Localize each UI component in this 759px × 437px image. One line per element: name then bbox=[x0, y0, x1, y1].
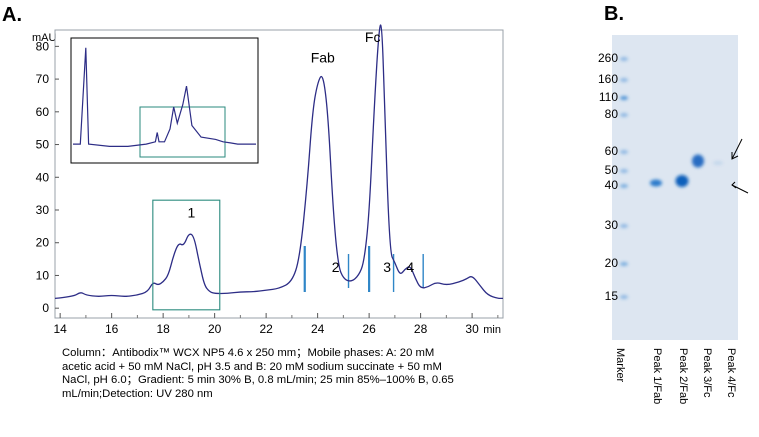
y-tick-label: 80 bbox=[36, 39, 50, 53]
y-tick-label: 30 bbox=[36, 203, 50, 217]
caption-line: acetic acid + 50 mM NaCl, pH 3.5 and B: … bbox=[62, 360, 442, 373]
marker-band-15 bbox=[620, 295, 628, 299]
x-tick-label: 28 bbox=[414, 322, 428, 336]
peak-label: 4 bbox=[406, 259, 414, 275]
peak-label: 2 bbox=[332, 259, 340, 275]
mw-marker-label: 40 bbox=[604, 178, 618, 192]
inset-trace bbox=[73, 47, 256, 147]
caption-line: Column：Antibodix™ WCX NP5 4.6 x 250 mm；M… bbox=[62, 347, 435, 359]
marker-band-80 bbox=[620, 113, 628, 117]
mw-marker-label: 60 bbox=[604, 144, 618, 158]
gel-image bbox=[612, 35, 738, 340]
peak-labels: Fab Fc 1 2 3 4 bbox=[188, 29, 415, 275]
y-axis-label: mAU bbox=[32, 32, 57, 44]
mw-marker-label: 15 bbox=[604, 289, 618, 303]
gel-background bbox=[612, 35, 738, 340]
mw-marker-label: 110 bbox=[598, 90, 618, 104]
peak-label: Fc bbox=[365, 29, 381, 45]
arrow-lower bbox=[731, 184, 749, 194]
lane-label: Peak 2/Fab bbox=[677, 348, 689, 405]
y-tick-label: 20 bbox=[36, 236, 50, 250]
x-tick-label: 20 bbox=[208, 322, 222, 336]
band-arrows bbox=[731, 138, 749, 194]
mw-marker-label: 260 bbox=[597, 51, 618, 65]
mw-marker-label: 20 bbox=[604, 256, 618, 270]
panel-b-label: B. bbox=[604, 3, 624, 25]
plot-area bbox=[54, 29, 504, 319]
peak1-fab-band bbox=[650, 179, 662, 187]
caption-line: NaCl, pH 6.0；Gradient: 5 min 30% B, 0.8 … bbox=[62, 374, 454, 387]
x-tick-label: 30 bbox=[465, 322, 479, 336]
marker-band-30 bbox=[620, 224, 628, 228]
peak-1-selection-box bbox=[152, 199, 221, 311]
lane-label: Peak 3/Fc bbox=[701, 348, 713, 398]
peak3-fc-band bbox=[692, 154, 704, 168]
x-tick-label: 16 bbox=[105, 322, 119, 336]
x-axis-label: min bbox=[483, 324, 501, 336]
y-tick-label: 0 bbox=[42, 301, 49, 315]
marker-band-160 bbox=[620, 78, 628, 82]
peak4-fc-band bbox=[713, 161, 723, 165]
arrow-upper bbox=[731, 138, 743, 160]
x-tick-label: 24 bbox=[311, 322, 325, 336]
y-tick-label: 60 bbox=[36, 105, 50, 119]
method-caption: Column：Antibodix™ WCX NP5 4.6 x 250 mm；M… bbox=[62, 347, 532, 401]
peak-label: 1 bbox=[188, 205, 196, 221]
marker-band-20 bbox=[620, 262, 628, 266]
lane-label: Peak 1/Fab bbox=[651, 348, 663, 405]
lane-label: Peak 4/Fc bbox=[725, 348, 737, 398]
x-tick-label: 18 bbox=[156, 322, 170, 336]
marker-band-60 bbox=[620, 150, 628, 154]
peak-label: Fab bbox=[311, 50, 335, 66]
mw-marker-label: 80 bbox=[604, 107, 618, 121]
mw-marker-label: 50 bbox=[604, 163, 618, 177]
x-tick-label: 26 bbox=[362, 322, 376, 336]
x-tick-label: 22 bbox=[259, 322, 273, 336]
y-axis-ticks: 0 10 20 30 40 50 60 70 80 bbox=[36, 39, 59, 315]
y-tick-label: 70 bbox=[36, 72, 50, 86]
caption-line: mL/min;Detection: UV 280 nm bbox=[62, 387, 213, 400]
marker-band-40 bbox=[620, 184, 628, 188]
marker-band-110 bbox=[620, 96, 628, 100]
mw-marker-label: 160 bbox=[597, 72, 618, 86]
x-tick-label: 14 bbox=[53, 322, 67, 336]
y-tick-label: 10 bbox=[36, 268, 50, 282]
peak-label: 3 bbox=[383, 259, 391, 275]
peak2-fab-band bbox=[675, 175, 689, 187]
lane-label: Marker bbox=[614, 348, 626, 383]
marker-band-50 bbox=[620, 169, 628, 173]
chromatogram-trace bbox=[54, 24, 503, 300]
y-tick-label: 40 bbox=[36, 170, 50, 184]
y-tick-label: 50 bbox=[36, 138, 50, 152]
x-axis-ticks: 14 16 18 20 22 24 26 28 30 min bbox=[53, 313, 501, 336]
marker-band-260 bbox=[620, 57, 628, 61]
inset-chromatogram bbox=[70, 37, 259, 164]
mw-marker-label: 30 bbox=[604, 218, 618, 232]
panel-a-label: A. bbox=[2, 4, 22, 26]
